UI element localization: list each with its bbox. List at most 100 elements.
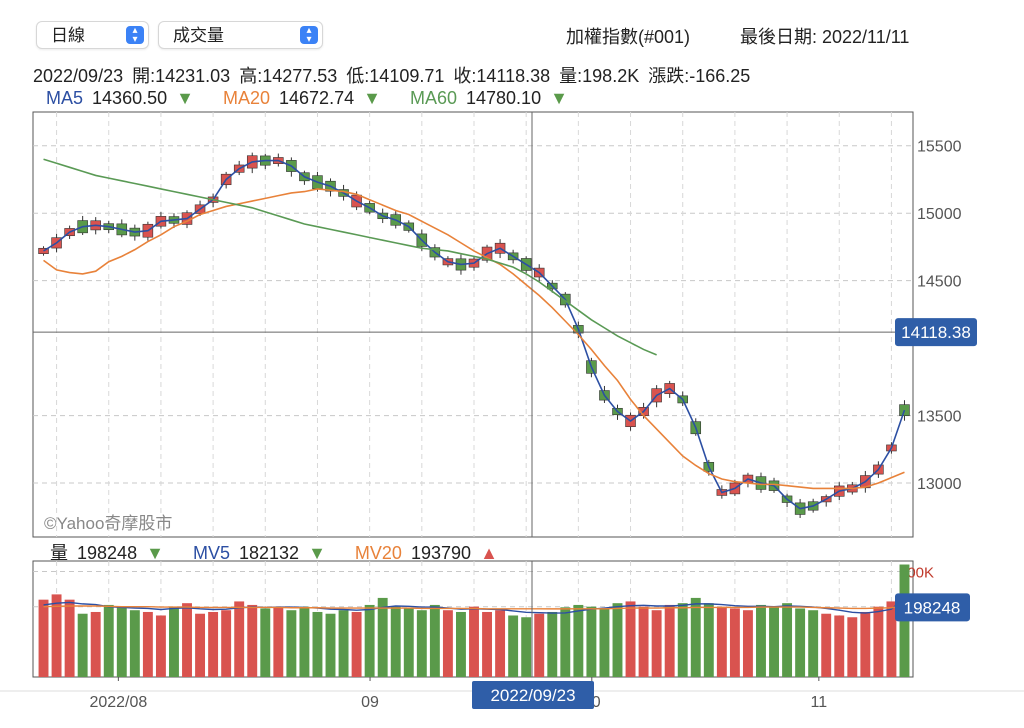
volume-bar xyxy=(38,599,49,677)
mv20-up-arrow-icon: ▲ xyxy=(480,543,498,563)
volume-bar xyxy=(442,610,453,677)
mv5-down-arrow-icon: ▼ xyxy=(308,543,326,563)
x-tick-label: 09 xyxy=(361,694,379,711)
volume-bar xyxy=(769,606,779,677)
volume-bar xyxy=(351,611,362,677)
volume-bar xyxy=(169,606,179,677)
volume-bar xyxy=(508,615,519,677)
vol-value: 198248 xyxy=(77,543,138,563)
volume-bar xyxy=(690,597,701,677)
volume-legend: 量 198248 ▼ MV5 182132 ▼ MV20 193790 ▲ xyxy=(50,539,502,565)
crosshair-price-label-bg xyxy=(895,318,977,347)
volume-bar xyxy=(455,611,466,677)
volume-bar xyxy=(299,606,310,677)
volume-bar xyxy=(482,611,493,677)
volume-bar xyxy=(155,615,166,677)
volume-bar xyxy=(547,611,558,677)
quote-row: 2022/09/23 開:14231.03 高:14277.53 低:14109… xyxy=(33,62,754,88)
ma20-value: 14672.74 xyxy=(279,88,355,108)
volume-bar xyxy=(703,603,714,677)
volume-bar xyxy=(182,603,192,677)
ma60-value: 14780.10 xyxy=(466,88,542,108)
indicator-select[interactable]: 成交量 ▴ ▾ xyxy=(158,21,323,49)
ma-line-ma5 xyxy=(43,159,906,510)
volume-bar xyxy=(195,613,206,677)
volume-bar xyxy=(534,613,545,677)
chevron-updown-icon: ▴ ▾ xyxy=(300,26,318,45)
volume-bar xyxy=(260,608,271,677)
volume-bar xyxy=(77,613,88,677)
volume-bar xyxy=(873,606,884,677)
mv5-value: 182132 xyxy=(238,543,300,563)
vol-label: 量 xyxy=(50,543,68,563)
volume-bar xyxy=(795,608,806,677)
volume-bar xyxy=(560,607,571,677)
volume-bar xyxy=(782,603,793,677)
volume-bar xyxy=(129,610,140,677)
ma20-down-arrow-icon: ▼ xyxy=(363,88,381,108)
index-name: 加權指數(#001) xyxy=(566,27,691,47)
volume-bar xyxy=(234,601,245,677)
volume-bar xyxy=(756,604,766,677)
crosshair-volume-label-bg xyxy=(895,593,970,622)
volume-bar xyxy=(495,610,506,677)
volume-bar xyxy=(886,601,897,677)
volume-bar xyxy=(808,610,819,677)
volume-bar xyxy=(51,594,62,677)
volume-bar xyxy=(664,604,675,677)
price-tick-label: 13500 xyxy=(917,409,962,426)
ma-line-ma60 xyxy=(43,158,657,356)
crosshair-date-label: 2022/09/23 xyxy=(490,686,575,705)
volume-bar xyxy=(860,611,871,677)
volume-bar xyxy=(142,611,153,677)
quote-volume: 量:198.2K xyxy=(559,66,640,86)
price-plot-frame xyxy=(32,111,914,538)
volume-bar xyxy=(208,611,219,677)
ma5-down-arrow-icon: ▼ xyxy=(176,88,194,108)
quote-date: 2022/09/23 xyxy=(33,66,124,86)
volume-bar xyxy=(325,613,336,677)
x-tick-label: 2022/08 xyxy=(89,694,147,711)
period-select-value: 日線 xyxy=(51,26,85,45)
volume-bar xyxy=(521,617,532,677)
vol-down-arrow-icon: ▼ xyxy=(146,543,164,563)
volume-bar xyxy=(729,608,740,677)
period-select[interactable]: 日線 ▴ ▾ xyxy=(36,21,149,49)
price-tick-label: 15500 xyxy=(917,139,962,156)
chevron-updown-icon: ▴ ▾ xyxy=(126,26,144,45)
ma-legend: MA5 14360.50 ▼ MA20 14672.74 ▼ MA60 1478… xyxy=(46,88,572,109)
ma-line-ma20 xyxy=(43,188,905,490)
mv-line-mv20 xyxy=(43,604,905,610)
volume-bar xyxy=(651,610,662,677)
volume-bar xyxy=(103,604,114,677)
volume-bar xyxy=(312,611,323,677)
volume-bar xyxy=(716,606,727,677)
volume-bar xyxy=(625,601,636,677)
price-tick-label: 15000 xyxy=(917,206,962,223)
volume-bar xyxy=(612,603,623,677)
crosshair-date-label-bg xyxy=(472,681,594,709)
ma60-label: MA60 xyxy=(409,88,457,108)
quote-open: 開:14231.03 xyxy=(132,66,231,86)
volume-bar xyxy=(742,610,753,677)
price-tick-label: 13000 xyxy=(917,476,962,493)
volume-bar xyxy=(286,610,297,677)
mv5-label: MV5 xyxy=(192,543,230,563)
volume-bar xyxy=(221,610,232,677)
ma60-down-arrow-icon: ▼ xyxy=(550,88,568,108)
x-tick-label: 11 xyxy=(811,694,828,711)
volume-bar xyxy=(90,611,101,677)
quote-close: 收:14118.38 xyxy=(453,66,551,86)
volume-bar xyxy=(573,604,584,677)
crosshair-price-label: 14118.38 xyxy=(901,323,971,342)
volume-bar xyxy=(403,608,414,677)
volume-bar xyxy=(677,603,688,677)
volume-bar xyxy=(416,610,427,677)
volume-bar xyxy=(469,606,479,677)
ma5-value: 14360.50 xyxy=(92,88,168,108)
volume-bar xyxy=(338,610,349,677)
latest-date: 最後日期: 2022/11/11 xyxy=(740,27,910,47)
volume-bar xyxy=(586,606,597,677)
crosshair-volume-label: 198248 xyxy=(904,598,961,617)
